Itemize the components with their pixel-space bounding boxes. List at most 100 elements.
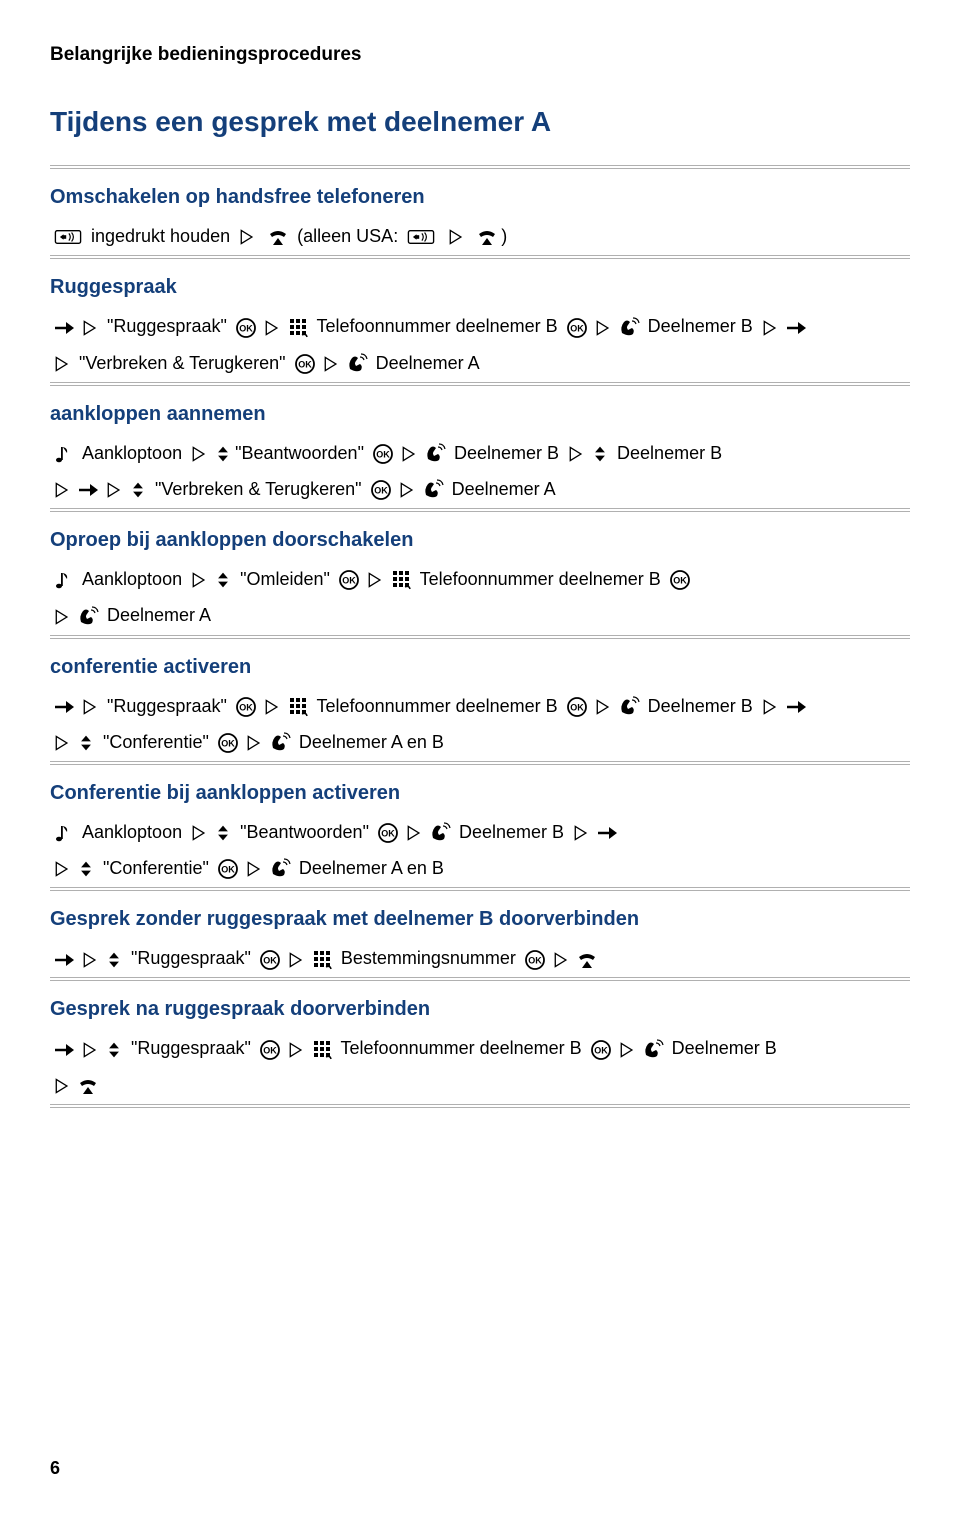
- triangle-right-icon: [190, 445, 208, 463]
- triangle-right-icon: [190, 824, 208, 842]
- offhook-icon: [642, 1039, 664, 1061]
- ok-icon: [217, 858, 239, 880]
- section-title: Omschakelen op handsfree telefoneren: [50, 181, 910, 213]
- ok-icon: [217, 732, 239, 754]
- triangle-right-icon: [263, 698, 281, 716]
- ok-icon: [370, 479, 392, 501]
- procedure-text: Deelnemer A en B: [294, 858, 444, 878]
- procedure-line: "Conferentie" Deelnemer A en B: [50, 851, 910, 885]
- procedure-text: Deelnemer B: [667, 1038, 777, 1058]
- offhook-icon: [269, 858, 291, 880]
- arrow-right-icon: [596, 822, 618, 844]
- procedure-text: Deelnemer A en B: [294, 732, 444, 752]
- procedure-line: "Conferentie" Deelnemer A en B: [50, 725, 910, 759]
- triangle-right-icon: [567, 445, 585, 463]
- section-title: Gesprek zonder ruggespraak met deelnemer…: [50, 903, 910, 935]
- offhook-icon: [618, 317, 640, 339]
- procedure-text: Deelnemer A: [371, 353, 480, 373]
- procedure-line: Aankloptoon "Beantwoorden" Deelnemer B: [50, 815, 910, 849]
- procedure-text: Aankloptoon: [78, 822, 187, 842]
- procedure-text: "Ruggespraak": [126, 948, 256, 968]
- note-icon: [53, 569, 75, 591]
- triangle-right-icon: [81, 698, 99, 716]
- speaker-box-icon: [53, 228, 83, 246]
- procedure-text: Telefoonnummer deelnemer B: [312, 316, 563, 336]
- triangle-right-icon: [53, 860, 71, 878]
- ok-icon: [259, 949, 281, 971]
- ok-icon: [338, 569, 360, 591]
- updown-icon: [105, 1041, 123, 1059]
- procedure-line: "Ruggespraak" Telefoonnummer deelnemer B…: [50, 1031, 910, 1065]
- triangle-right-icon: [572, 824, 590, 842]
- onhook-icon: [476, 226, 498, 248]
- keypad-icon: [287, 317, 309, 339]
- keypad-icon: [287, 696, 309, 718]
- triangle-right-icon: [105, 481, 123, 499]
- ok-icon: [566, 696, 588, 718]
- triangle-right-icon: [552, 951, 570, 969]
- triangle-right-icon: [190, 571, 208, 589]
- main-title: Tijdens een gesprek met deelnemer A: [50, 100, 910, 145]
- procedure-line: "Ruggespraak" Telefoonnummer deelnemer B…: [50, 309, 910, 343]
- arrow-right-icon: [77, 479, 99, 501]
- procedure-text: [439, 226, 444, 246]
- note-icon: [53, 443, 75, 465]
- page-number: 6: [50, 1454, 60, 1483]
- arrow-right-icon: [785, 696, 807, 718]
- procedure-line: "Verbreken & Terugkeren" Deelnemer A: [50, 346, 910, 380]
- triangle-right-icon: [761, 698, 779, 716]
- procedure-line: Aankloptoon "Omleiden" Telefoonnummer de…: [50, 562, 910, 596]
- procedure-text: "Ruggespraak": [102, 316, 232, 336]
- keypad-icon: [311, 1039, 333, 1061]
- arrow-right-icon: [53, 317, 75, 339]
- triangle-right-icon: [245, 860, 263, 878]
- procedure-text: Telefoonnummer deelnemer B: [415, 569, 666, 589]
- updown-icon: [214, 824, 232, 842]
- offhook-icon: [424, 443, 446, 465]
- triangle-right-icon: [53, 734, 71, 752]
- procedure-text: Deelnemer B: [643, 696, 758, 716]
- onhook-icon: [267, 226, 289, 248]
- arrow-right-icon: [53, 949, 75, 971]
- triangle-right-icon: [81, 1041, 99, 1059]
- offhook-icon: [429, 822, 451, 844]
- ok-icon: [590, 1039, 612, 1061]
- page-header: Belangrijke bedieningsprocedures: [50, 40, 910, 70]
- triangle-right-icon: [53, 481, 71, 499]
- section-title: Oproep bij aankloppen doorschakelen: [50, 524, 910, 556]
- ok-icon: [377, 822, 399, 844]
- onhook-icon: [576, 949, 598, 971]
- procedure-text: Telefoonnummer deelnemer B: [336, 1038, 587, 1058]
- arrow-right-icon: [53, 696, 75, 718]
- triangle-right-icon: [594, 698, 612, 716]
- procedure-text: Aankloptoon: [78, 443, 187, 463]
- updown-icon: [105, 951, 123, 969]
- onhook-icon: [77, 1075, 99, 1097]
- ok-icon: [372, 443, 394, 465]
- updown-icon: [77, 860, 95, 878]
- procedure-text: (alleen USA:: [292, 226, 403, 246]
- updown-icon: [214, 571, 232, 589]
- updown-icon: [77, 734, 95, 752]
- section-title: conferentie activeren: [50, 651, 910, 683]
- procedure-text: Deelnemer B: [449, 443, 564, 463]
- triangle-right-icon: [618, 1041, 636, 1059]
- arrow-right-icon: [53, 1039, 75, 1061]
- procedure-text: "Beantwoorden": [235, 443, 369, 463]
- triangle-right-icon: [287, 951, 305, 969]
- triangle-right-icon: [594, 319, 612, 337]
- section-title: aankloppen aannemen: [50, 398, 910, 430]
- procedure-text: [259, 226, 264, 246]
- procedure-text: Deelnemer A: [447, 479, 556, 499]
- procedure-line: [50, 1068, 910, 1102]
- procedure-text: "Ruggespraak": [102, 696, 232, 716]
- section-title: Gesprek na ruggespraak doorverbinden: [50, 993, 910, 1025]
- triangle-right-icon: [366, 571, 384, 589]
- procedure-text: "Verbreken & Terugkeren": [74, 353, 291, 373]
- section-title: Ruggespraak: [50, 271, 910, 303]
- triangle-right-icon: [53, 608, 71, 626]
- triangle-right-icon: [322, 355, 340, 373]
- triangle-right-icon: [81, 319, 99, 337]
- ok-icon: [235, 317, 257, 339]
- procedure-text: Deelnemer B: [612, 443, 722, 463]
